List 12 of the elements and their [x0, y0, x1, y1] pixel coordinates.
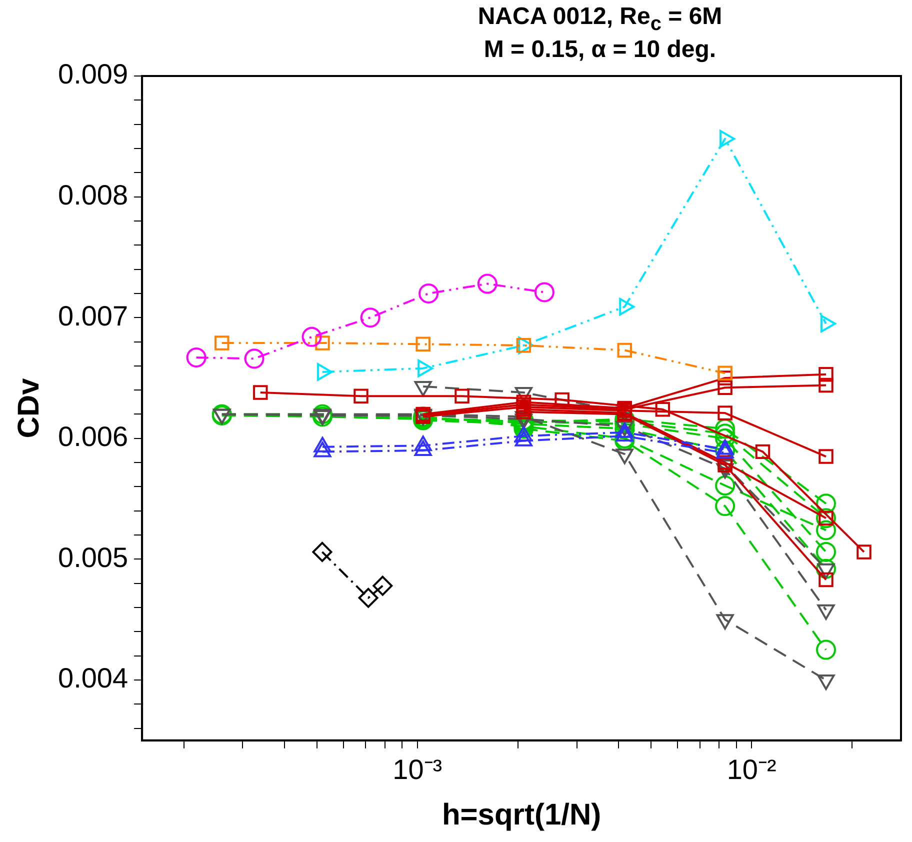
y-tick-label: 0.005 [58, 542, 128, 573]
chart-subtitle: M = 0.15, α = 10 deg. [482, 36, 718, 63]
x-tick-label: 10⁻³ [392, 754, 442, 785]
y-tick-label: 0.004 [58, 662, 128, 694]
y-tick-label: 0.007 [58, 300, 128, 332]
y-tick-label: 0.006 [58, 421, 128, 452]
x-tick-label: 10⁻² [726, 754, 776, 785]
y-axis-title: CDv [12, 378, 46, 438]
x-axis-title: h=sqrt(1/N) [442, 798, 602, 832]
chart-title: NACA 0012, Re$_{c}$ = 6M [476, 3, 724, 37]
y-tick-label: 0.008 [58, 180, 128, 211]
y-tick-label: 0.009 [58, 58, 128, 90]
